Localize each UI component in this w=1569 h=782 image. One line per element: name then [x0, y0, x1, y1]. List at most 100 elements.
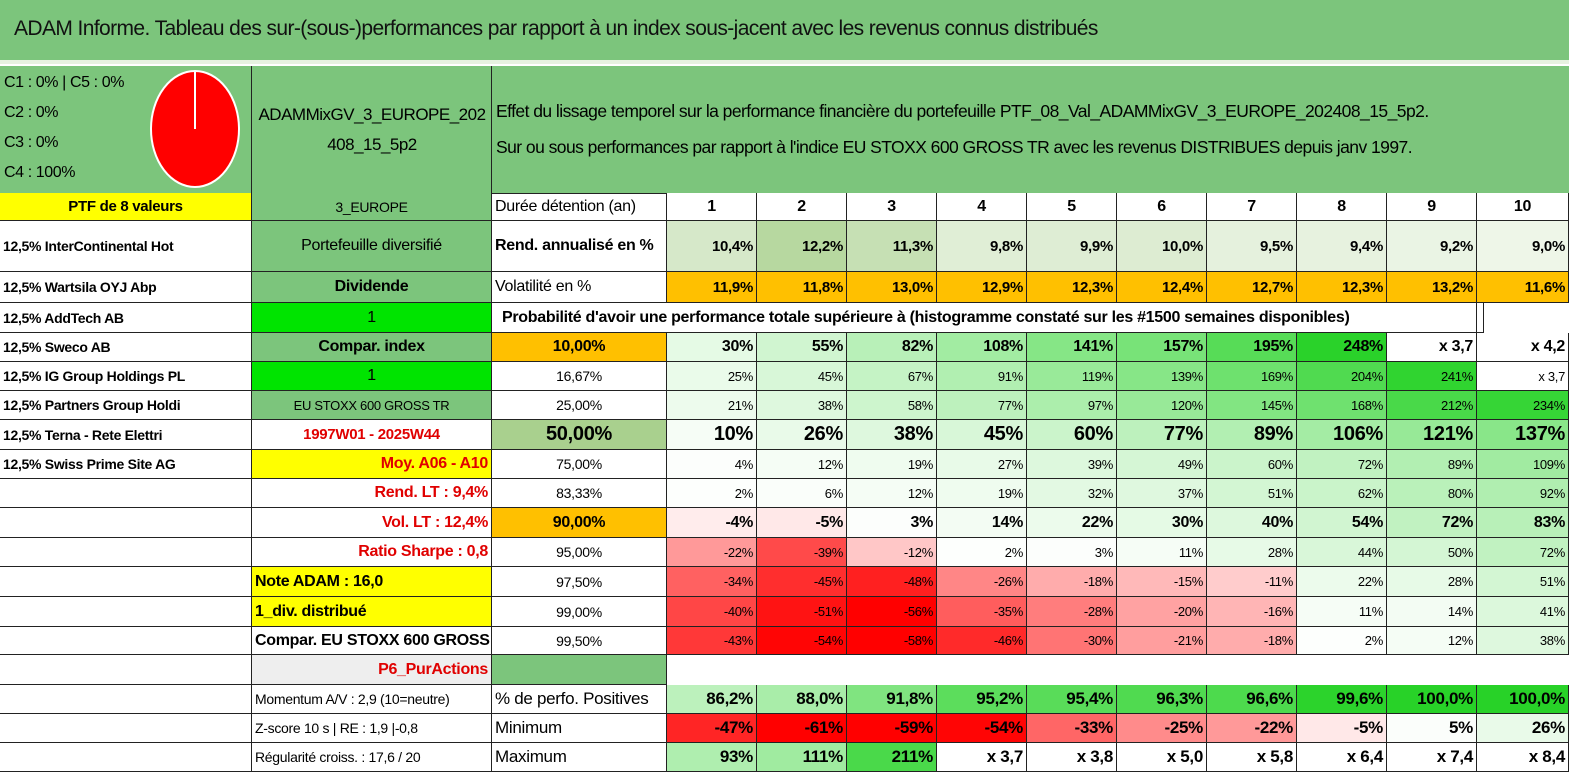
- info-cell: 1: [252, 303, 492, 333]
- value-cell: 99,6%: [1297, 685, 1387, 714]
- metric-cell: Durée détention (an): [492, 193, 667, 221]
- value-cell: 3: [847, 193, 937, 221]
- value-cell: -51%: [757, 597, 847, 627]
- value-cell: 11,6%: [1477, 272, 1569, 303]
- value-cell: -12%: [847, 538, 937, 567]
- metric-cell: Maximum: [492, 743, 667, 772]
- value-cell: 38%: [757, 391, 847, 420]
- value-cell: 91%: [937, 362, 1027, 391]
- metric-cell: % de perfo. Positives: [492, 685, 667, 714]
- holding-cell: [0, 597, 252, 627]
- value-cell: 60%: [1207, 450, 1297, 479]
- value-cell: 19%: [937, 479, 1027, 508]
- metric-cell: 99,50%: [492, 627, 667, 655]
- metric-cell: 83,33%: [492, 479, 667, 508]
- value-cell: 95,4%: [1027, 685, 1117, 714]
- value-cell: x 7,4: [1387, 743, 1477, 772]
- value-cell: x 3,8: [1027, 743, 1117, 772]
- value-cell: 80%: [1387, 479, 1477, 508]
- value-cell: 77%: [1117, 420, 1207, 450]
- value-cell: 6%: [757, 479, 847, 508]
- info-cell: 1: [252, 362, 492, 391]
- value-cell: 234%: [1477, 391, 1569, 420]
- value-cell: 97%: [1027, 391, 1117, 420]
- value-cell: 195%: [1207, 333, 1297, 362]
- value-cell: 25%: [667, 362, 757, 391]
- value-cell: -28%: [1027, 597, 1117, 627]
- value-cell: 7: [1207, 193, 1297, 221]
- value-cell: 10,0%: [1117, 221, 1207, 272]
- value-cell: 14%: [1387, 597, 1477, 627]
- header-divider: [491, 66, 492, 193]
- value-cell: 9,8%: [937, 221, 1027, 272]
- value-cell: 3%: [847, 508, 937, 538]
- holding-cell: 12,5% Wartsila OYJ Abp: [0, 272, 252, 303]
- value-cell: -48%: [847, 567, 937, 597]
- value-cell: -58%: [847, 627, 937, 655]
- metric-cell: 75,00%: [492, 450, 667, 479]
- value-cell: x 3,7: [1387, 333, 1477, 362]
- holding-cell: [0, 627, 252, 655]
- info-cell: EU STOXX 600 GROSS TR: [252, 391, 492, 420]
- value-cell: 37%: [1117, 479, 1207, 508]
- value-cell: -40%: [667, 597, 757, 627]
- value-cell: 137%: [1477, 420, 1569, 450]
- value-cell: -39%: [757, 538, 847, 567]
- value-cell: 13,0%: [847, 272, 937, 303]
- value-cell: 58%: [847, 391, 937, 420]
- value-cell: 30%: [1117, 508, 1207, 538]
- value-cell: 91,8%: [847, 685, 937, 714]
- value-cell: 19%: [847, 450, 937, 479]
- value-cell: 4%: [667, 450, 757, 479]
- holding-cell: 12,5% Partners Group Holdi: [0, 391, 252, 420]
- value-cell: 12%: [1387, 627, 1477, 655]
- metric-cell: 25,00%: [492, 391, 667, 420]
- value-cell: 21%: [667, 391, 757, 420]
- value-cell: 241%: [1387, 362, 1477, 391]
- value-cell: x 4,2: [1477, 333, 1569, 362]
- holding-cell: [0, 655, 252, 685]
- value-cell: 11%: [1117, 538, 1207, 567]
- value-cell: 13,2%: [1387, 272, 1477, 303]
- value-cell: 3%: [1027, 538, 1117, 567]
- metric-cell: Rend. annualisé en %: [492, 221, 667, 272]
- title: ADAM Informe. Tableau des sur-(sous-)per…: [14, 17, 1098, 40]
- value-cell: -61%: [757, 714, 847, 743]
- legend-entry: C4 : 100%: [4, 164, 76, 181]
- value-cell: 12%: [757, 450, 847, 479]
- info-cell: Note ADAM : 16,0: [252, 567, 492, 597]
- value-cell: -54%: [757, 627, 847, 655]
- metric-cell: Minimum: [492, 714, 667, 743]
- value-cell: 2: [757, 193, 847, 221]
- holding-cell: 12,5% Swiss Prime Site AG: [0, 450, 252, 479]
- value-cell: -35%: [937, 597, 1027, 627]
- metric-cell: 16,67%: [492, 362, 667, 391]
- value-cell: 211%: [847, 743, 937, 772]
- value-cell: 9: [1387, 193, 1477, 221]
- value-cell: 119%: [1027, 362, 1117, 391]
- metric-cell: 95,00%: [492, 538, 667, 567]
- value-cell: 1: [667, 193, 757, 221]
- value-cell: -16%: [1207, 597, 1297, 627]
- value-cell: -45%: [757, 567, 847, 597]
- value-cell: -26%: [937, 567, 1027, 597]
- value-cell: -43%: [667, 627, 757, 655]
- value-cell: 10,4%: [667, 221, 757, 272]
- value-cell: 44%: [1297, 538, 1387, 567]
- value-cell: 38%: [847, 420, 937, 450]
- holding-cell: [0, 538, 252, 567]
- value-cell: -33%: [1027, 714, 1117, 743]
- value-cell: 9,9%: [1027, 221, 1117, 272]
- value-cell: 168%: [1297, 391, 1387, 420]
- value-cell: -15%: [1117, 567, 1207, 597]
- value-cell: -22%: [1207, 714, 1297, 743]
- value-cell: -47%: [667, 714, 757, 743]
- value-cell: 4: [937, 193, 1027, 221]
- metric-cell: Volatilité en %: [492, 272, 667, 303]
- value-cell: 5: [1027, 193, 1117, 221]
- value-cell: 51%: [1477, 567, 1569, 597]
- value-cell: 2%: [667, 479, 757, 508]
- info-cell: Moy. A06 - A10: [252, 450, 492, 479]
- metric-cell: 99,00%: [492, 597, 667, 627]
- value-cell: 54%: [1297, 508, 1387, 538]
